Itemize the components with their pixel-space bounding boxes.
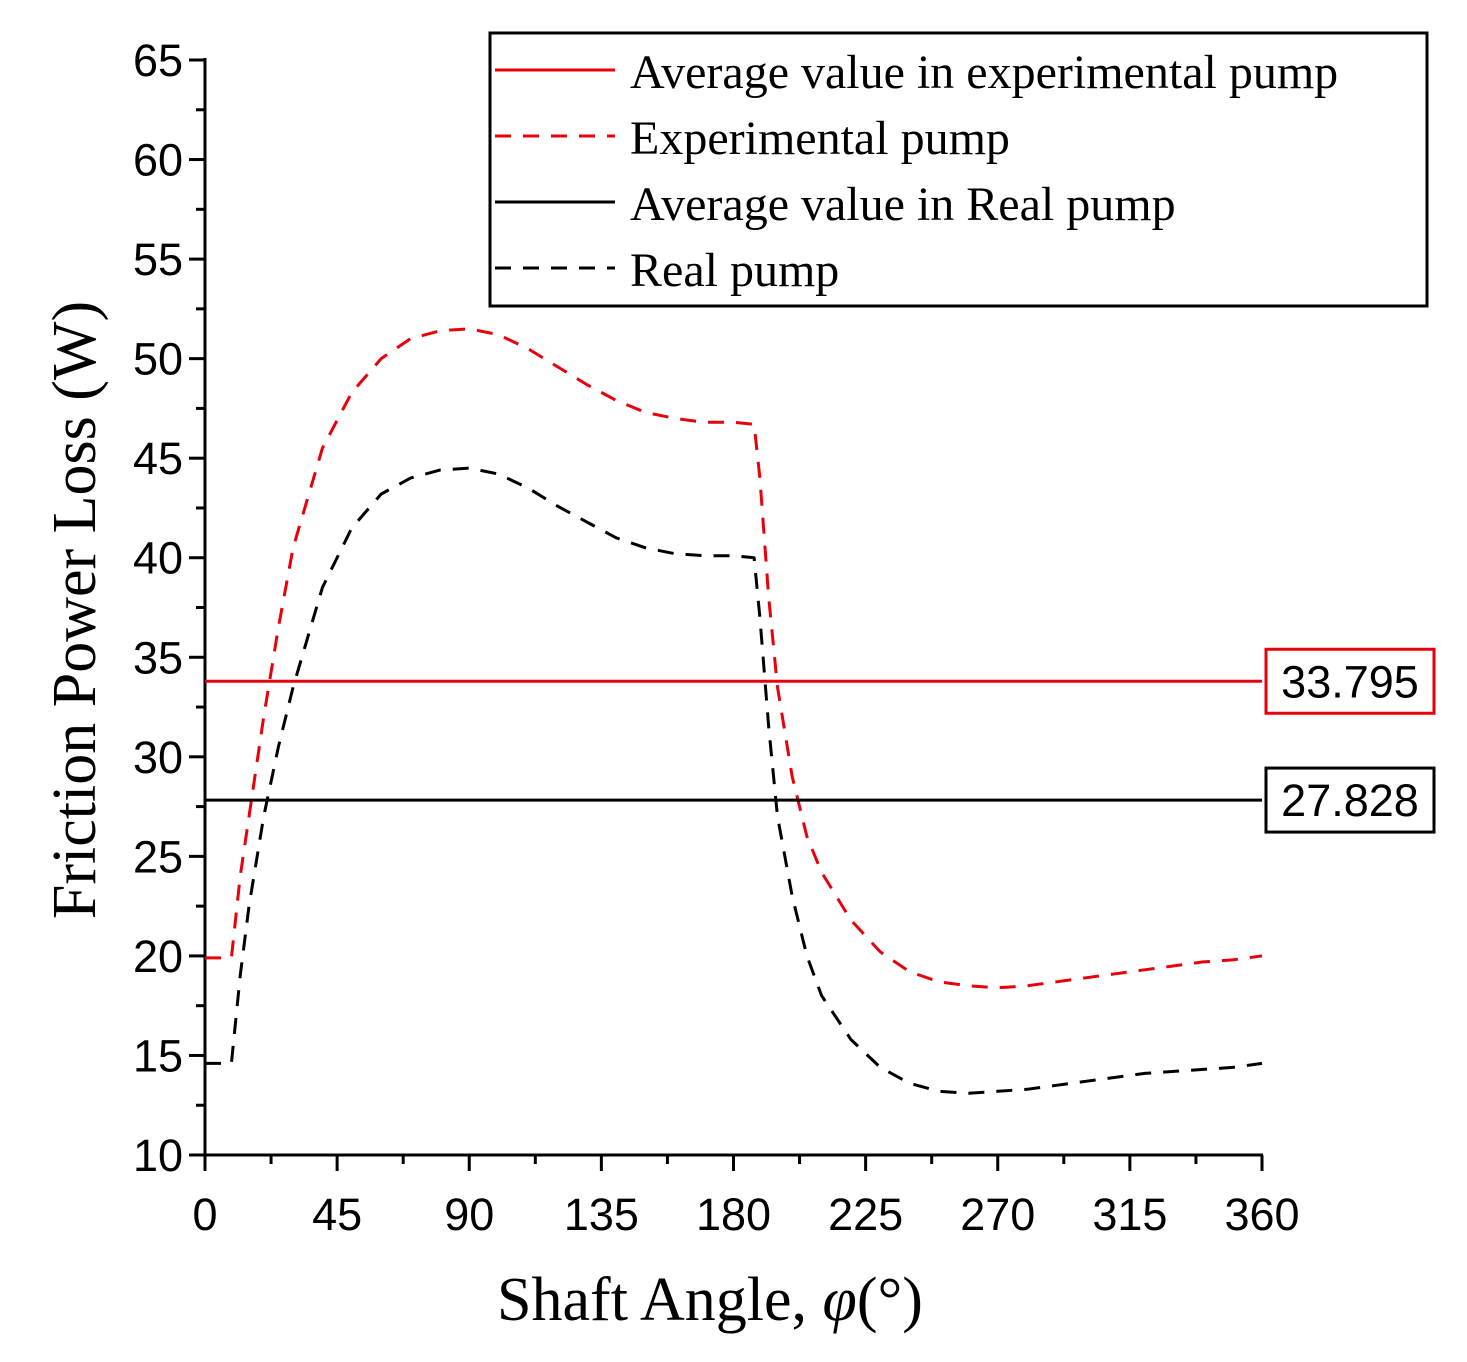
legend-label-experimental: Experimental pump — [630, 112, 1010, 165]
x-tick-label: 270 — [960, 1189, 1035, 1240]
legend-label-avg-real: Average value in Real pump — [630, 178, 1176, 231]
y-tick-label: 30 — [133, 732, 183, 783]
x-tick-label: 45 — [312, 1189, 362, 1240]
legend-label-avg-experimental: Average value in experimental pump — [630, 46, 1338, 99]
experimental-pump-curve — [205, 327, 1263, 990]
x-axis-title-text: Shaft Angle, — [497, 1266, 822, 1334]
legend: Average value in experimental pump Exper… — [488, 31, 1429, 308]
y-tick-label: 20 — [133, 931, 183, 982]
y-tick-label: 50 — [133, 334, 183, 385]
x-tick-label: 135 — [564, 1189, 639, 1240]
avg-experimental-line-label-box — [1264, 647, 1436, 715]
x-tick-label: 315 — [1092, 1189, 1167, 1240]
avg-experimental-line-label: 33.795 — [1281, 656, 1419, 707]
legend-box — [488, 31, 1429, 308]
y-tick-label: 35 — [133, 632, 183, 683]
average-value-labels: 33.795 27.828 — [1264, 647, 1436, 834]
y-tick-label: 60 — [133, 135, 183, 186]
x-axis-title: Shaft Angle, φ(°) — [497, 1266, 923, 1334]
y-tick-label: 15 — [133, 1030, 183, 1081]
y-tick-label: 10 — [133, 1130, 183, 1181]
x-tick-label: 0 — [192, 1189, 217, 1240]
x-tick-label: 90 — [444, 1189, 494, 1240]
y-tick-label: 25 — [133, 831, 183, 882]
legend-label-real: Real pump — [630, 244, 839, 297]
avg-real-line-label-box — [1264, 766, 1436, 834]
real-pump-curve — [205, 466, 1263, 1095]
x-axis-title-unit: (°) — [857, 1266, 923, 1334]
y-tick-label: 40 — [133, 533, 183, 584]
x-tick-label: 225 — [828, 1189, 903, 1240]
y-axis-title: Friction Power Loss (W) — [41, 301, 109, 919]
y-tick-label: 55 — [133, 234, 183, 285]
series-lines — [205, 327, 1263, 1095]
y-tick-label: 45 — [133, 433, 183, 484]
x-axis-title-symbol: φ — [823, 1266, 857, 1334]
avg-real-line-label: 27.828 — [1281, 775, 1419, 826]
y-tick-label: 65 — [133, 35, 183, 86]
axes: 10 15 20 25 30 35 40 45 50 55 60 65 0 45 90 135 180 225 27… — [133, 35, 1300, 1240]
x-tick-label: 180 — [696, 1189, 771, 1240]
x-tick-label: 360 — [1224, 1189, 1299, 1240]
